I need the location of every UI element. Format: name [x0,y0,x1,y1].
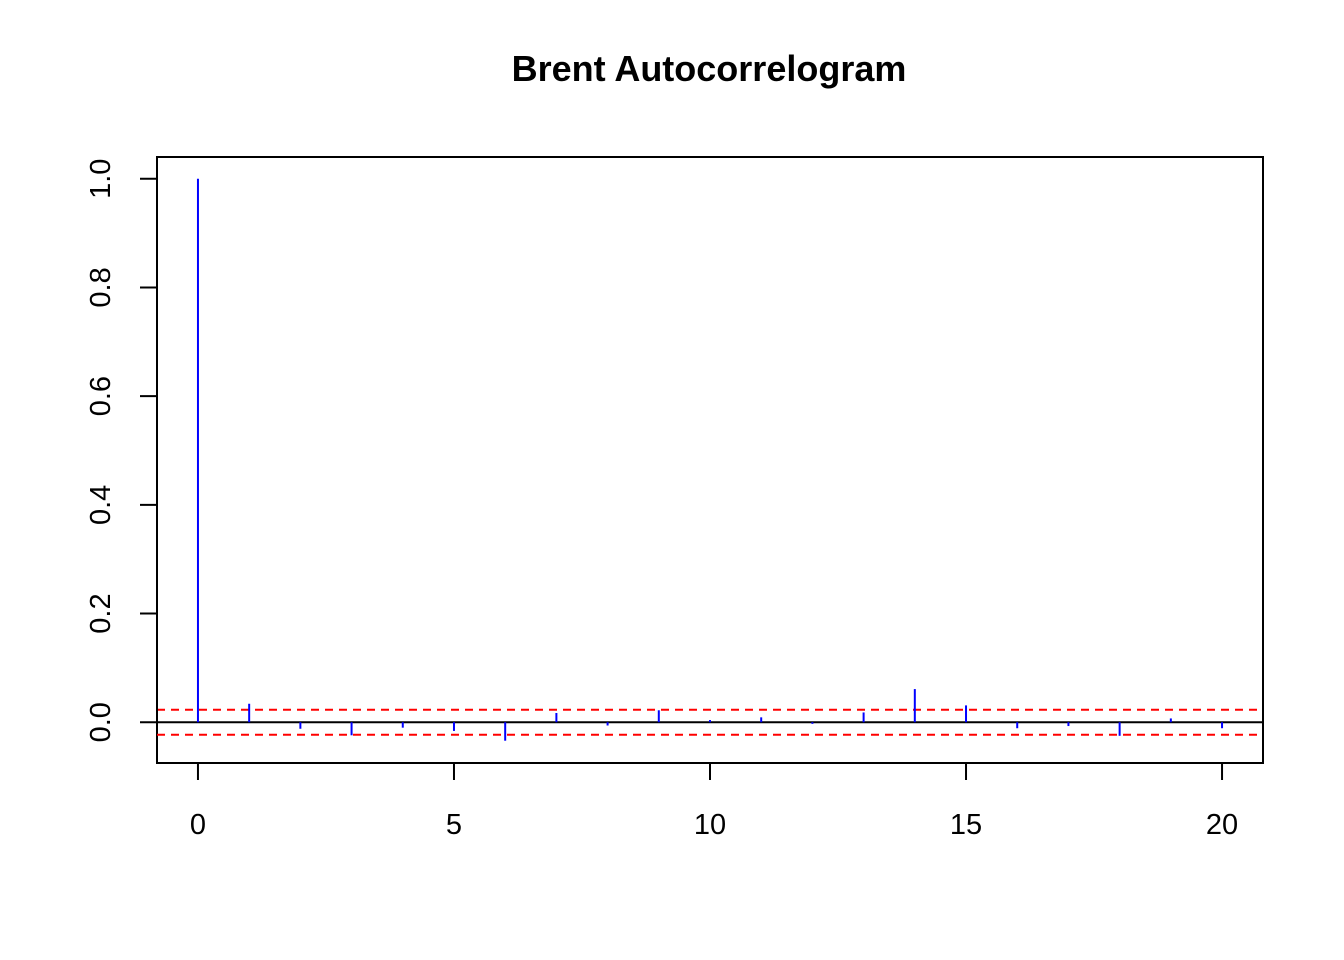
plot-area [156,156,1264,764]
x-tick-label: 15 [950,809,982,841]
y-tick-label: 0.4 [85,485,117,525]
chart-marks [157,178,1263,741]
y-tick-label: 0.2 [85,593,117,633]
y-axis: 0.0 0.2 0.4 0.6 0.8 1.0 [85,159,158,742]
x-tick-label: 10 [694,809,726,841]
x-tick-label: 5 [446,809,462,841]
y-tick-label: 0.6 [85,376,117,416]
x-axis: 0 5 10 15 20 [190,762,1238,841]
x-tick-label: 0 [190,809,206,841]
y-tick-label: 0.0 [85,702,117,742]
y-tick-label: 0.8 [85,267,117,307]
x-tick-label: 20 [1206,809,1238,841]
chart-title: Brent Autocorrelogram [512,48,907,89]
y-tick-label: 1.0 [85,159,117,199]
